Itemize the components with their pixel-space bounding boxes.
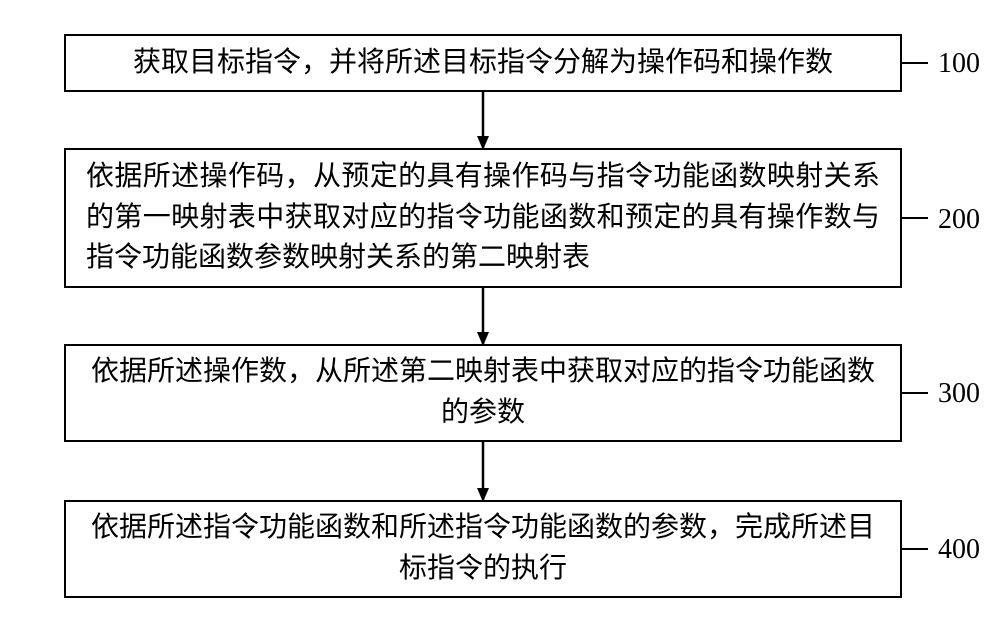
flow-node-2-label: 200: [938, 204, 980, 236]
flow-node-2-text: 依据所述操作码，从预定的具有操作码与指令功能函数映射关系的第一映射表中获取对应的…: [86, 157, 880, 279]
flow-node-3-text: 依据所述操作数，从所述第二映射表中获取对应的指令功能函数的参数: [86, 352, 880, 433]
flow-node-4-text: 依据所述指令功能函数和所述指令功能函数的参数，完成所述目标指令的执行: [86, 508, 880, 589]
flow-node-1-label: 100: [938, 48, 980, 80]
flow-node-3-label: 300: [938, 378, 980, 410]
flow-node-1: 获取目标指令，并将所述目标指令分解为操作码和操作数: [64, 34, 902, 92]
flow-node-1-text: 获取目标指令，并将所述目标指令分解为操作码和操作数: [133, 43, 833, 84]
flow-node-4-label: 400: [938, 534, 980, 566]
flow-node-2: 依据所述操作码，从预定的具有操作码与指令功能函数映射关系的第一映射表中获取对应的…: [64, 148, 902, 288]
flowchart-canvas: 获取目标指令，并将所述目标指令分解为操作码和操作数 100 依据所述操作码，从预…: [0, 0, 1000, 641]
flow-node-3: 依据所述操作数，从所述第二映射表中获取对应的指令功能函数的参数: [64, 344, 902, 442]
flow-node-4: 依据所述指令功能函数和所述指令功能函数的参数，完成所述目标指令的执行: [64, 500, 902, 598]
